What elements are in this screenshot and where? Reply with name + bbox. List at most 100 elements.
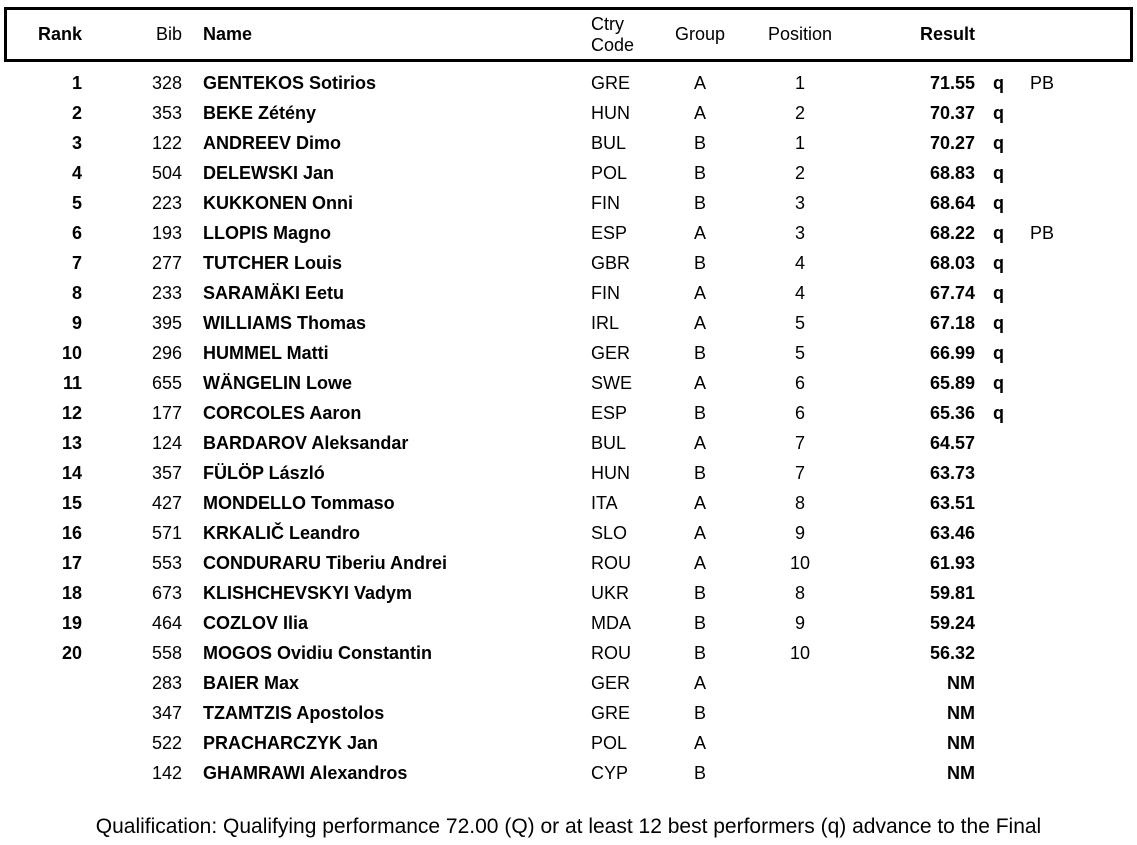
cell-group: B	[693, 163, 706, 183]
cell-position: 2	[794, 103, 805, 123]
cell-position: 3	[794, 193, 805, 213]
cell-result: 63.51	[929, 493, 975, 513]
cell-rank: 15	[61, 493, 82, 513]
cell-country-code: ITA	[591, 493, 618, 513]
cell-result: 63.46	[929, 523, 975, 543]
cell-country-code: FIN	[591, 283, 620, 303]
cell-athlete-name: GENTEKOS Sotirios	[203, 73, 377, 93]
cell-bib: 233	[151, 283, 182, 303]
cell-result: NM	[947, 703, 975, 723]
cell-rank: 12	[61, 403, 82, 423]
cell-country-code: GRE	[591, 73, 631, 93]
cell-bib: 124	[151, 433, 182, 453]
cell-qualified-mark: q	[993, 133, 1004, 153]
cell-group: B	[693, 403, 706, 423]
col-header-result: Result	[919, 24, 975, 44]
cell-qualified-mark: q	[993, 283, 1004, 303]
cell-country-code: HUN	[591, 103, 630, 123]
cell-record-note: PB	[1030, 223, 1055, 243]
cell-bib: 427	[151, 493, 182, 513]
cell-rank: 9	[71, 313, 82, 333]
cell-country-code: HUN	[591, 463, 630, 483]
cell-rank: 10	[61, 343, 82, 363]
cell-group: A	[693, 223, 706, 243]
cell-country-code: GBR	[591, 253, 631, 273]
cell-result: 65.89	[929, 373, 975, 393]
cell-athlete-name: FÜLÖP László	[203, 463, 325, 483]
cell-group: A	[693, 373, 706, 393]
table-row: 10 296 HUMMEL Matti GER B 5 66.99 q	[0, 338, 1137, 368]
cell-athlete-name: BEKE Zétény	[203, 103, 317, 123]
table-body: 1 328 GENTEKOS Sotirios GRE A 1 71.55 q …	[0, 68, 1137, 788]
cell-result: 61.93	[929, 553, 975, 573]
cell-athlete-name: WILLIAMS Thomas	[203, 313, 366, 333]
cell-group: B	[693, 253, 706, 273]
cell-qualified-mark: q	[993, 343, 1004, 363]
cell-bib: 655	[151, 373, 182, 393]
cell-bib: 504	[151, 163, 182, 183]
cell-bib: 122	[151, 133, 182, 153]
table-row: 7 277 TUTCHER Louis GBR B 4 68.03 q	[0, 248, 1137, 278]
cell-group: A	[693, 673, 706, 693]
cell-result: 64.57	[929, 433, 975, 453]
cell-result: 59.81	[929, 583, 975, 603]
table-row: 16 571 KRKALIČ Leandro SLO A 9 63.46	[0, 518, 1137, 548]
cell-qualified-mark: q	[993, 193, 1004, 213]
cell-athlete-name: COZLOV Ilia	[203, 613, 309, 633]
cell-position: 6	[794, 403, 805, 423]
cell-result: 56.32	[929, 643, 975, 663]
cell-group: B	[693, 193, 706, 213]
cell-rank: 14	[61, 463, 82, 483]
cell-group: A	[693, 493, 706, 513]
table-row: 12 177 CORCOLES Aaron ESP B 6 65.36 q	[0, 398, 1137, 428]
cell-bib: 571	[151, 523, 182, 543]
cell-position: 8	[794, 583, 805, 603]
cell-position: 2	[794, 163, 805, 183]
cell-bib: 347	[151, 703, 182, 723]
table-row: 5 223 KUKKONEN Onni FIN B 3 68.64 q	[0, 188, 1137, 218]
table-row: 19 464 COZLOV Ilia MDA B 9 59.24	[0, 608, 1137, 638]
cell-athlete-name: WÄNGELIN Lowe	[203, 373, 352, 393]
cell-athlete-name: GHAMRAWI Alexandros	[203, 763, 408, 783]
cell-athlete-name: TUTCHER Louis	[203, 253, 342, 273]
col-header-rank: Rank	[37, 24, 82, 44]
table-row: 347 TZAMTZIS Apostolos GRE B NM	[0, 698, 1137, 728]
cell-rank: 18	[61, 583, 82, 603]
cell-record-note: PB	[1030, 73, 1055, 93]
cell-group: A	[693, 103, 706, 123]
cell-country-code: GRE	[591, 703, 631, 723]
table-row: 20 558 MOGOS Ovidiu Constantin ROU B 10 …	[0, 638, 1137, 668]
cell-country-code: SLO	[591, 523, 628, 543]
cell-group: B	[693, 763, 706, 783]
cell-rank: 2	[71, 103, 82, 123]
cell-position: 9	[794, 523, 805, 543]
cell-result: 67.18	[929, 313, 975, 333]
cell-qualified-mark: q	[993, 103, 1004, 123]
cell-group: B	[693, 583, 706, 603]
cell-bib: 353	[151, 103, 182, 123]
cell-result: 68.22	[929, 223, 975, 243]
cell-bib: 558	[151, 643, 182, 663]
col-header-name: Name	[203, 24, 253, 44]
table-row: 4 504 DELEWSKI Jan POL B 2 68.83 q	[0, 158, 1137, 188]
cell-position: 8	[794, 493, 805, 513]
table-row: 2 353 BEKE Zétény HUN A 2 70.37 q	[0, 98, 1137, 128]
cell-bib: 193	[151, 223, 182, 243]
table-row: 3 122 ANDREEV Dimo BUL B 1 70.27 q	[0, 128, 1137, 158]
cell-athlete-name: CORCOLES Aaron	[203, 403, 362, 423]
cell-bib: 142	[151, 763, 182, 783]
cell-group: B	[693, 463, 706, 483]
cell-result: 70.27	[929, 133, 975, 153]
cell-country-code: GER	[591, 343, 631, 363]
cell-result: 59.24	[929, 613, 975, 633]
cell-result: 68.83	[929, 163, 975, 183]
table-row: 15 427 MONDELLO Tommaso ITA A 8 63.51	[0, 488, 1137, 518]
cell-result: 63.73	[929, 463, 975, 483]
cell-position: 9	[794, 613, 805, 633]
cell-country-code: BUL	[591, 133, 627, 153]
cell-group: A	[693, 283, 706, 303]
cell-group: B	[693, 343, 706, 363]
cell-athlete-name: HUMMEL Matti	[203, 343, 329, 363]
cell-rank: 19	[61, 613, 82, 633]
